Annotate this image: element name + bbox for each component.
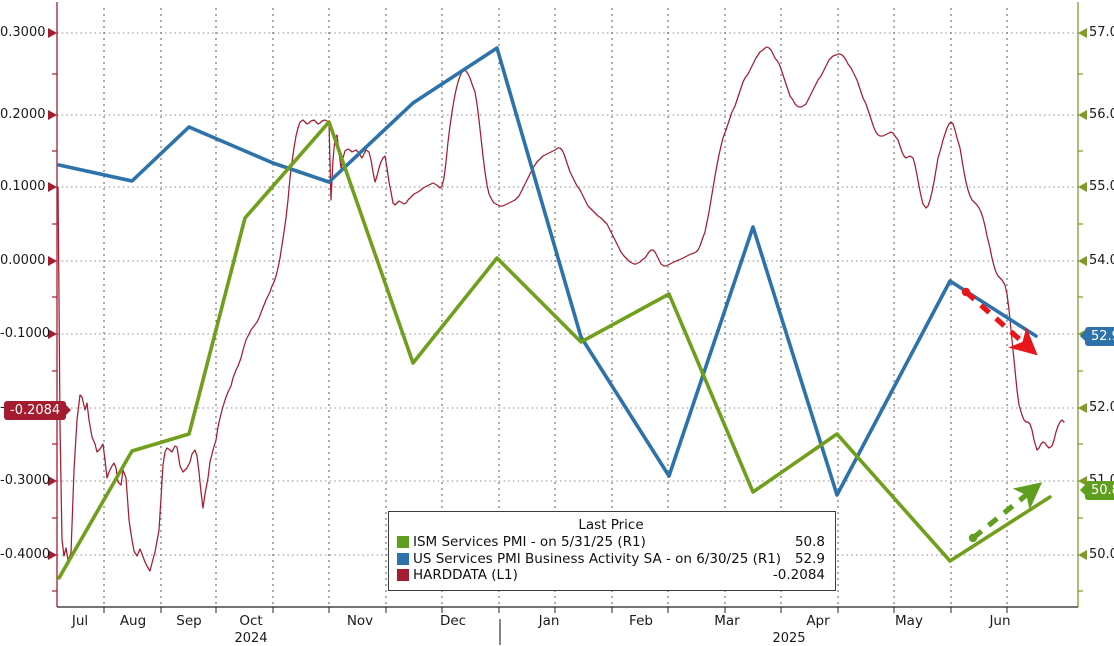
vertical-gridlines (103, 8, 1008, 607)
y-left-tick-0: 0.3000 (0, 25, 46, 40)
y-left-tick-7: -0.4000 (0, 547, 51, 562)
legend-label-harddata: HARDDATA (L1) (413, 567, 518, 583)
x-year-2025: 2025 (772, 631, 806, 646)
legend-title: Last Price (578, 517, 644, 533)
ism-services-pmi-last-badge: 50.8 (1080, 481, 1114, 500)
x-tick-oct: Oct (239, 613, 263, 629)
x-tick-nov: Nov (346, 613, 374, 629)
horizontal-gridlines (57, 32, 1078, 556)
left-axis-minor-ticks (52, 73, 57, 592)
y-left-tick-4: -0.1000 (0, 326, 51, 341)
legend-value-harddata: -0.2084 (772, 567, 825, 583)
x-year-2024: 2024 (234, 631, 268, 646)
y-left-tick-1: 0.2000 (0, 107, 46, 122)
annotation-red-down-arrow (961, 287, 1038, 356)
axis-lines (56, 2, 1079, 608)
legend-swatch-us-pmi-icon (397, 552, 409, 565)
series-line-harddata (57, 46, 1065, 572)
y-right-tick-3: 54.0 (1089, 253, 1114, 268)
left-axis-ticks (48, 28, 57, 560)
x-tick-may: May (895, 613, 923, 629)
x-tick-apr: Apr (806, 613, 830, 629)
right-axis-ticks (1078, 28, 1087, 560)
legend-swatch-harddata-icon (397, 569, 409, 582)
annotation-green-up-arrow (968, 482, 1043, 543)
legend-row-us-pmi: US Services PMI Business Activity SA - o… (397, 551, 825, 568)
y-left-tick-2: 0.1000 (0, 179, 46, 194)
y-right-tick-7: 50.0 (1089, 547, 1114, 562)
legend-value-ism: 50.8 (794, 534, 825, 550)
us-services-pmi-last-badge: 52.9 (1080, 327, 1114, 346)
x-tick-mar: Mar (714, 613, 740, 629)
legend-row-ism: ISM Services PMI - on 5/31/25 (R1) 50.8 (397, 534, 825, 551)
series-line-us-services-pmi (57, 46, 1038, 497)
x-tick-jun: Jun (989, 613, 1011, 629)
y-right-tick-5: 52.0 (1089, 400, 1114, 415)
legend-row-harddata: HARDDATA (L1) -0.2084 (397, 567, 825, 584)
legend-value-us-pmi: 52.9 (794, 550, 825, 567)
legend-swatch-ism-icon (397, 536, 409, 549)
x-tick-jan: Jan (538, 613, 560, 629)
y-right-tick-1: 56.0 (1089, 107, 1114, 122)
y-right-tick-0: 57.0 (1089, 25, 1114, 40)
y-left-tick-3: 0.0000 (0, 253, 46, 268)
x-axis-ticks (103, 607, 1008, 613)
right-axis-minor-ticks (1078, 73, 1083, 592)
harddata-last-badge: -0.2084 (4, 401, 72, 420)
legend-label-ism: ISM Services PMI - on 5/31/25 (R1) (413, 534, 646, 550)
y-left-tick-6: -0.3000 (0, 473, 51, 488)
legend-label-us-pmi: US Services PMI Business Activity SA - o… (413, 550, 782, 567)
x-tick-feb: Feb (629, 613, 653, 629)
x-tick-aug: Aug (119, 613, 147, 629)
x-tick-jul: Jul (71, 613, 89, 629)
series-line-ism-services-pmi (57, 120, 1052, 580)
x-tick-dec: Dec (439, 613, 467, 629)
x-tick-sep: Sep (176, 613, 202, 629)
y-right-tick-2: 55.0 (1089, 179, 1114, 194)
chart-legend: Last Price ISM Services PMI - on 5/31/25… (388, 511, 836, 591)
